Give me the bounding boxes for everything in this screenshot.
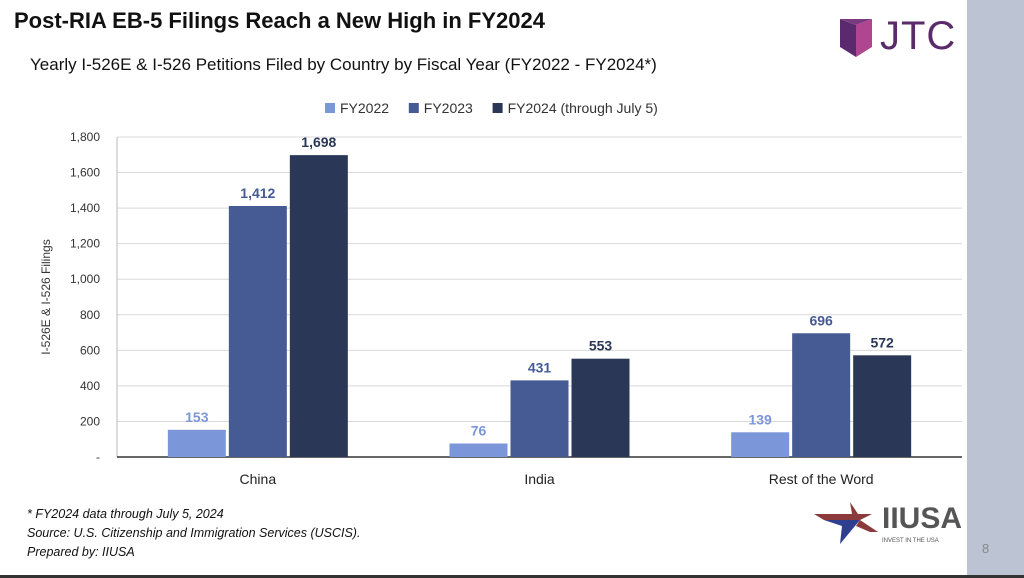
bar-fy2022: [167, 429, 226, 457]
x-tick-label: China: [240, 471, 277, 487]
bar-fy2023: [228, 205, 287, 457]
data-label: 139: [748, 411, 772, 427]
x-tick-label: Rest of the Word: [769, 471, 874, 487]
y-axis-label: I-526E & I-526 Filings: [39, 239, 53, 354]
page-number: 8: [982, 541, 990, 556]
data-label: 1,698: [301, 134, 336, 150]
data-label: 1,412: [240, 185, 275, 201]
y-tick-label: 1,600: [70, 166, 100, 180]
legend-swatch: [325, 103, 335, 113]
bar-fy2022: [731, 432, 790, 457]
data-label: 696: [809, 312, 833, 328]
y-tick-label: 1,000: [70, 272, 100, 286]
bar-fy2023: [792, 333, 851, 457]
bar-fy2024: [289, 155, 348, 457]
legend-swatch: [408, 103, 419, 113]
iiusa-star-icon: [814, 502, 878, 544]
footnotes: * FY2024 data through July 5, 2024 Sourc…: [27, 505, 360, 562]
legend-label: FY2022: [340, 100, 389, 116]
data-label: 553: [589, 338, 613, 354]
bar-fy2024: [853, 355, 912, 457]
bar-fy2023: [510, 380, 569, 457]
jtc-shield-icon: [840, 18, 872, 57]
footnote-data: * FY2024 data through July 5, 2024: [27, 507, 224, 521]
side-panel: [967, 0, 1024, 575]
bar-fy2022: [449, 443, 508, 457]
legend-label: FY2024 (through July 5): [508, 100, 658, 116]
x-tick-label: India: [524, 471, 555, 487]
y-tick-label: 1,400: [70, 201, 100, 215]
y-tick-label: 200: [80, 414, 100, 428]
slide-subtitle: Yearly I-526E & I-526 Petitions Filed by…: [30, 55, 657, 74]
slide-title: Post-RIA EB-5 Filings Reach a New High i…: [14, 8, 545, 33]
y-tick-label: 1,800: [70, 130, 100, 144]
y-tick-label: -: [96, 450, 100, 464]
data-label: 76: [471, 422, 487, 438]
bottom-border: [0, 575, 1024, 578]
legend-swatch: [492, 103, 503, 113]
y-tick-label: 800: [80, 308, 100, 322]
data-label: 431: [528, 359, 552, 375]
y-tick-label: 600: [80, 343, 100, 357]
iiusa-name: IIUSA: [882, 502, 963, 535]
y-tick-label: 400: [80, 379, 100, 393]
footnote-prepared: Prepared by: IIUSA: [27, 545, 135, 559]
jtc-logo-text: JTC: [880, 14, 957, 58]
y-tick-label: 1,200: [70, 237, 100, 251]
data-label: 572: [870, 334, 894, 350]
data-label: 153: [185, 409, 209, 425]
footnote-source: Source: U.S. Citizenship and Immigration…: [27, 526, 361, 540]
iiusa-logo: IIUSA INVEST IN THE USA: [812, 498, 962, 548]
bar-fy2024: [571, 358, 630, 457]
legend-label: FY2023: [424, 100, 473, 116]
iiusa-tagline: INVEST IN THE USA: [882, 538, 939, 544]
jtc-logo: JTC: [840, 14, 956, 59]
bar-chart: - 200 400 600 800 1,000 1,200 1,400 1,600 1,800 I-…: [39, 100, 962, 487]
